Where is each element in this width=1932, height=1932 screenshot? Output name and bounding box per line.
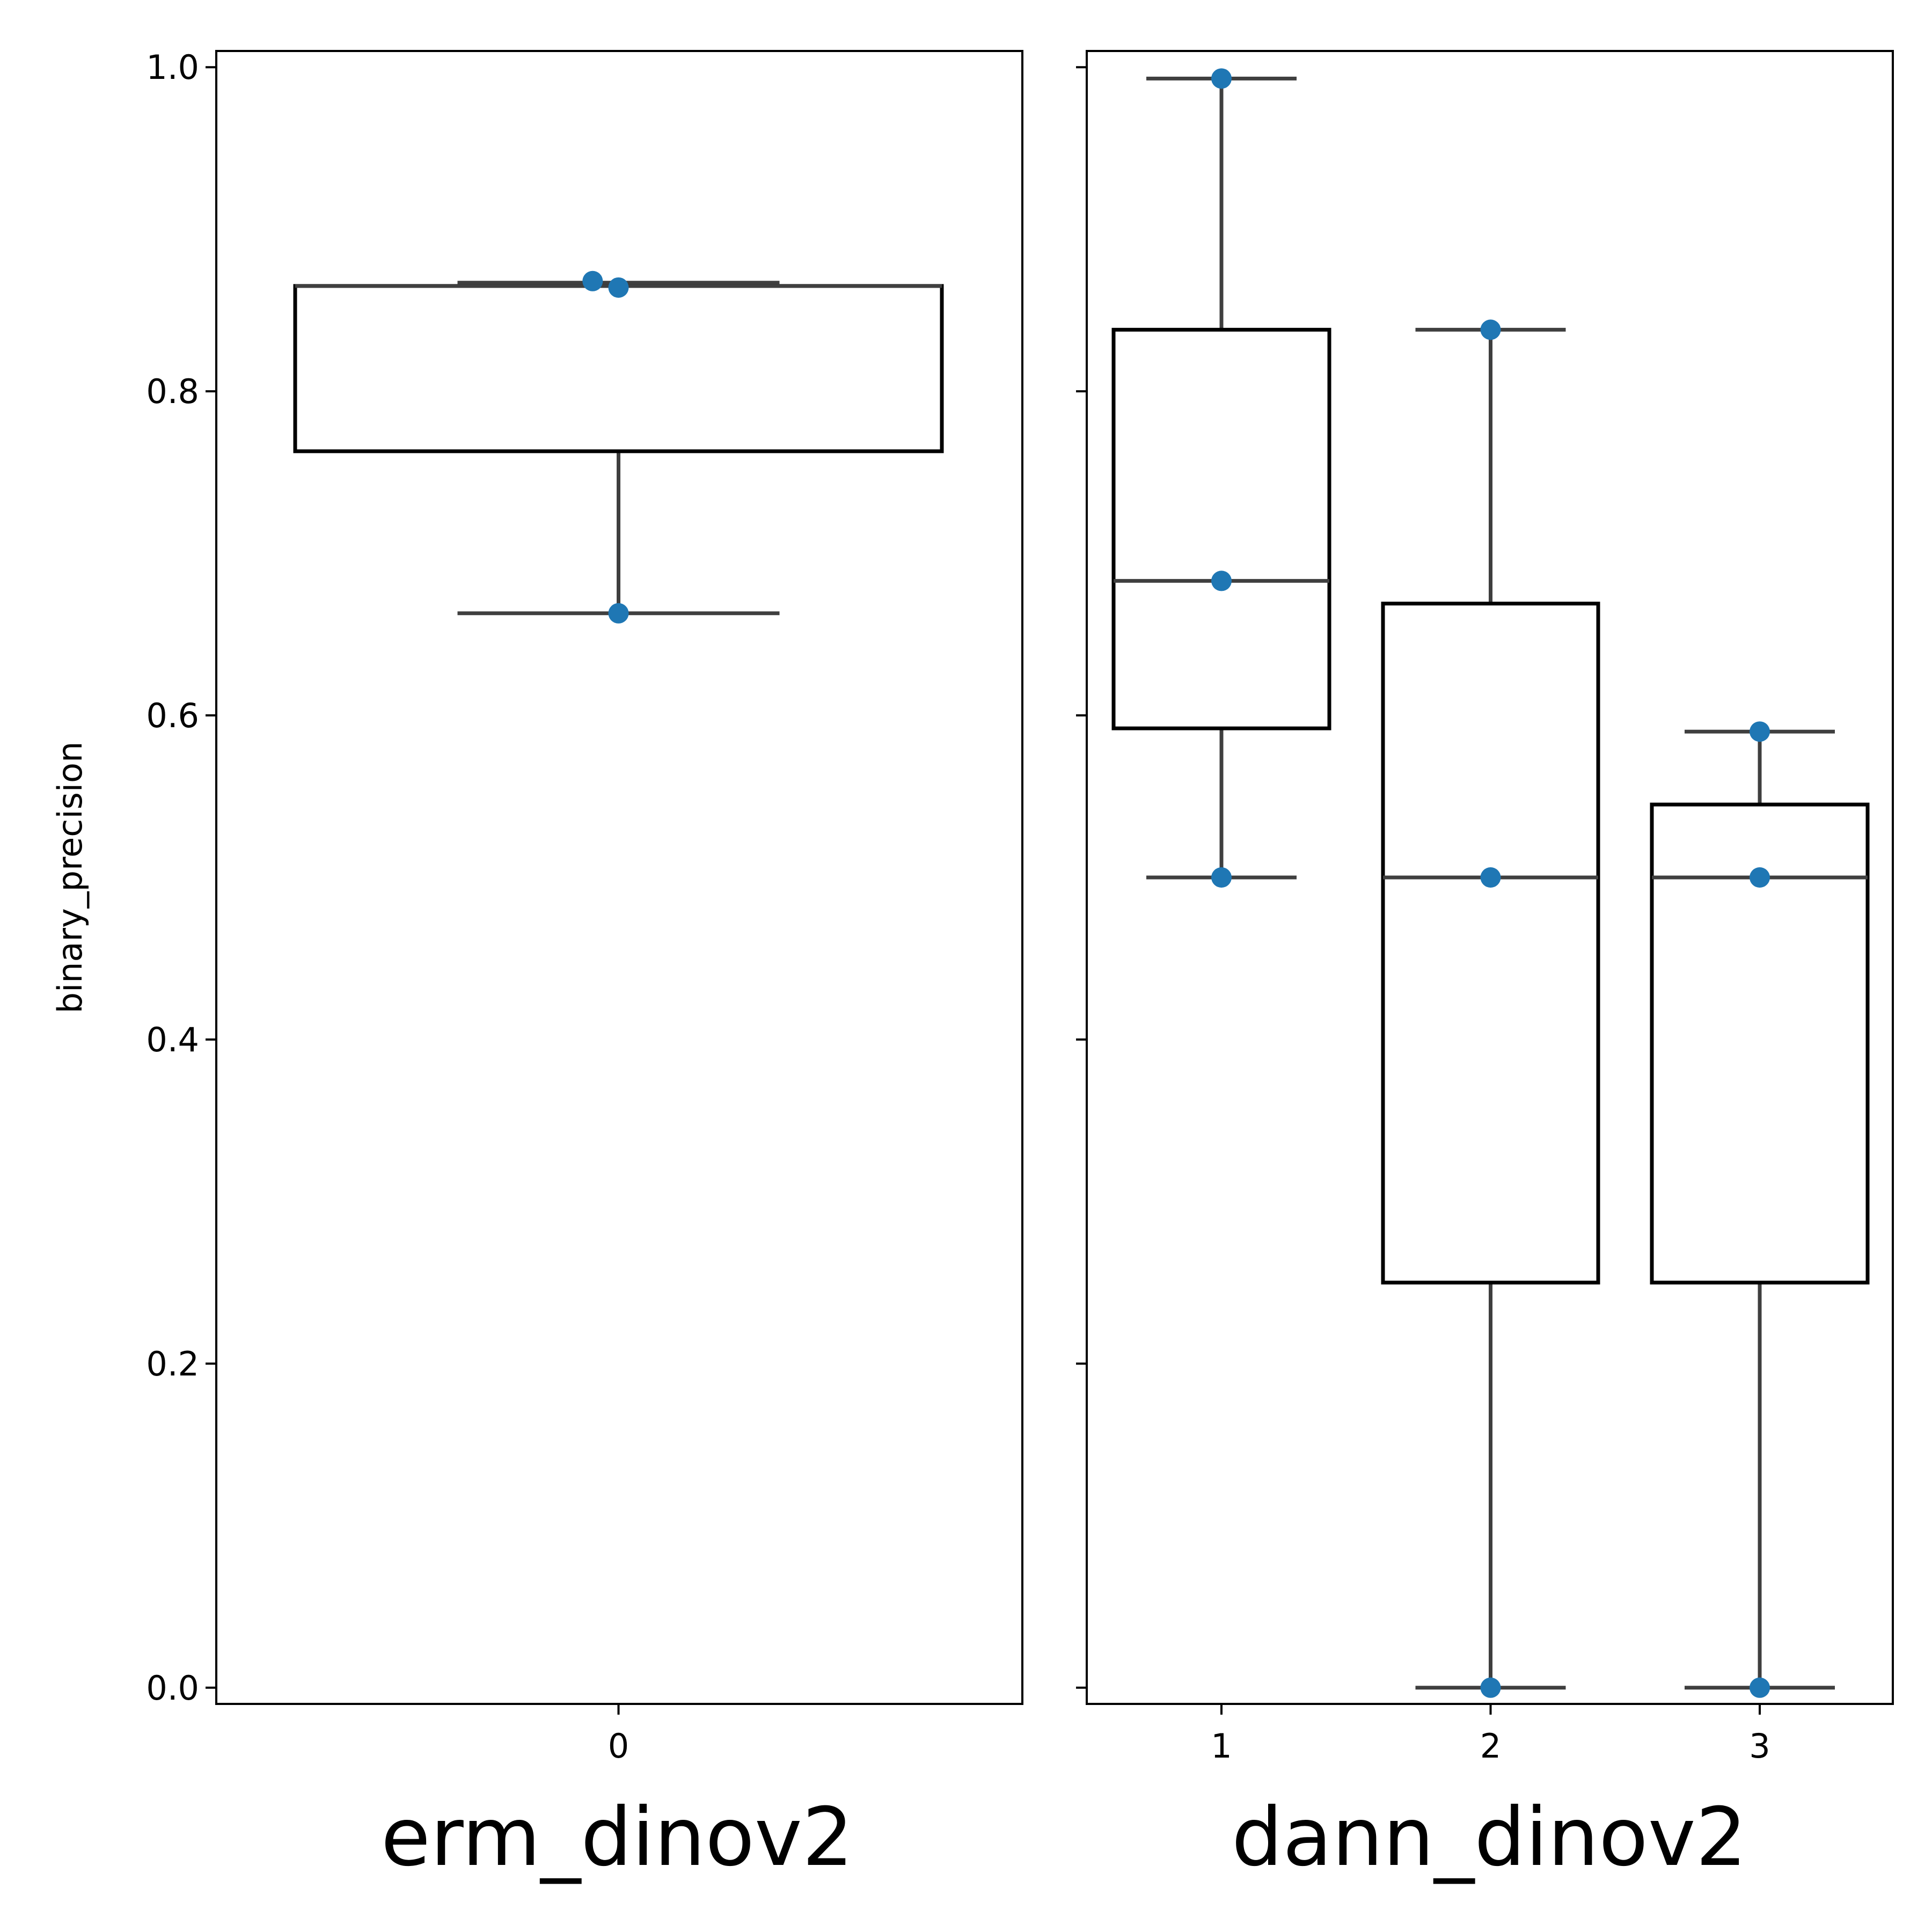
box-body <box>1381 602 1600 1285</box>
data-point <box>608 603 629 624</box>
data-point <box>1750 721 1770 742</box>
panel-erm-dinov2-marks <box>293 270 944 624</box>
data-point <box>1480 867 1501 888</box>
panel-erm-dinov2-x-axis: 0 <box>608 1704 629 1766</box>
panel-dann-dinov2-xlabel: dann_dinov2 <box>1232 1791 1747 1884</box>
box-1 <box>1111 76 1331 880</box>
data-point <box>1211 68 1232 89</box>
panel-erm-dinov2-y-axis: 0.0 0.2 0.4 0.6 0.8 1.0 <box>146 48 216 1708</box>
box-body <box>293 284 944 453</box>
y-tick-label: 0.0 <box>146 1668 199 1708</box>
y-tick-label: 0.2 <box>146 1344 199 1384</box>
y-tick-label: 0.6 <box>146 696 199 735</box>
x-tick-label: 3 <box>1749 1726 1770 1766</box>
panel-dann-dinov2-y-axis <box>1076 66 1087 1689</box>
x-tick-label: 0 <box>608 1726 629 1766</box>
x-tick-label: 1 <box>1211 1726 1232 1766</box>
box-body <box>1111 327 1331 730</box>
data-point <box>1750 1677 1770 1698</box>
data-point <box>582 270 603 291</box>
data-point <box>1480 1677 1501 1698</box>
data-point <box>1480 319 1501 340</box>
x-tick-label: 2 <box>1480 1726 1501 1766</box>
data-point <box>1750 867 1770 888</box>
y-axis-label: binary_precision <box>50 742 90 1014</box>
panel-erm-dinov2: 0.0 0.2 0.4 0.6 0.8 1.0 0 binary_precision er… <box>50 48 1023 1884</box>
y-tick-label: 1.0 <box>146 48 199 87</box>
data-point <box>608 277 629 298</box>
data-point <box>1211 570 1232 591</box>
y-tick-label: 0.4 <box>146 1020 199 1059</box>
panel-dann-dinov2: 1 2 3 dann_dinov2 <box>1076 50 1894 1884</box>
panel-dann-dinov2-marks <box>1111 68 1870 1698</box>
box-2 <box>1381 327 1600 1690</box>
panel-erm-dinov2-xlabel: erm_dinov2 <box>381 1791 853 1884</box>
box-0 <box>293 281 944 616</box>
panel-dann-dinov2-x-axis: 1 2 3 <box>1211 1704 1770 1766</box>
data-point <box>1211 867 1232 888</box>
y-tick-label: 0.8 <box>146 372 199 411</box>
